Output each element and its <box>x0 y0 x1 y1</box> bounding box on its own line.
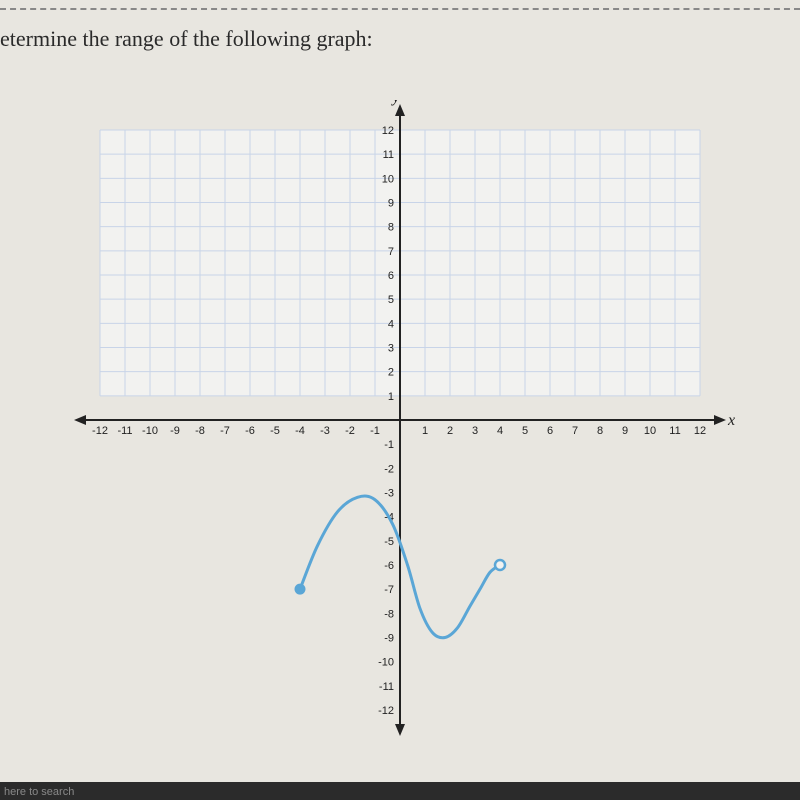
start-endpoint <box>295 584 305 594</box>
y-tick-label: -7 <box>384 584 394 596</box>
y-tick-label: 1 <box>388 391 394 403</box>
x-tick-label: -10 <box>142 425 158 437</box>
y-tick-label: 6 <box>388 270 394 282</box>
x-tick-label: 7 <box>572 425 578 437</box>
y-tick-label: -12 <box>378 705 394 717</box>
x-tick-label: -3 <box>320 425 330 437</box>
x-tick-label: -7 <box>220 425 230 437</box>
y-tick-label: -5 <box>384 536 394 548</box>
y-axis-label: y <box>390 100 400 106</box>
y-tick-label: 7 <box>388 246 394 258</box>
divider <box>0 8 800 10</box>
x-tick-label: 1 <box>422 425 428 437</box>
x-tick-label: 9 <box>622 425 628 437</box>
y-tick-label: 9 <box>388 198 394 210</box>
search-hint: here to search <box>4 786 74 798</box>
y-tick-label: -6 <box>384 560 394 572</box>
x-axis-label: x <box>727 412 735 429</box>
x-tick-label: 2 <box>447 425 453 437</box>
x-tick-label: -5 <box>270 425 280 437</box>
y-tick-label: 5 <box>388 294 394 306</box>
y-tick-label: -11 <box>379 681 394 693</box>
x-tick-label: 11 <box>669 425 680 437</box>
x-tick-label: -4 <box>295 425 305 437</box>
x-tick-label: -12 <box>92 425 108 437</box>
x-tick-label: 12 <box>694 425 706 437</box>
x-tick-label: 4 <box>497 425 503 437</box>
x-tick-label: -9 <box>170 425 180 437</box>
y-tick-label: 11 <box>383 149 394 161</box>
y-tick-label: 12 <box>382 125 394 137</box>
x-tick-label: 6 <box>547 425 553 437</box>
y-tick-label: -2 <box>384 463 394 475</box>
x-tick-label: 10 <box>644 425 656 437</box>
x-tick-label: -11 <box>117 425 132 437</box>
x-tick-label: 5 <box>522 425 528 437</box>
y-tick-label: 10 <box>382 173 394 185</box>
y-tick-label: 4 <box>388 318 394 330</box>
x-tick-label: 8 <box>597 425 603 437</box>
y-tick-label: -8 <box>384 608 394 620</box>
x-tick-label: -8 <box>195 425 205 437</box>
y-tick-label: -3 <box>384 488 394 500</box>
end-endpoint <box>495 560 505 570</box>
y-tick-label: 3 <box>388 343 394 355</box>
y-tick-label: -1 <box>384 439 394 451</box>
y-tick-label: 2 <box>388 367 394 379</box>
x-tick-label: -1 <box>370 425 380 437</box>
y-tick-label: -9 <box>384 633 394 645</box>
x-tick-label: 3 <box>472 425 478 437</box>
x-tick-label: -2 <box>345 425 355 437</box>
graph-chart: xy-12-11-10-9-8-7-6-5-4-3-2-112345678910… <box>60 100 740 740</box>
taskbar <box>0 782 800 800</box>
x-tick-label: -6 <box>245 425 255 437</box>
y-tick-label: 8 <box>388 222 394 234</box>
question-text: etermine the range of the following grap… <box>0 26 373 52</box>
y-tick-label: -10 <box>378 657 394 669</box>
